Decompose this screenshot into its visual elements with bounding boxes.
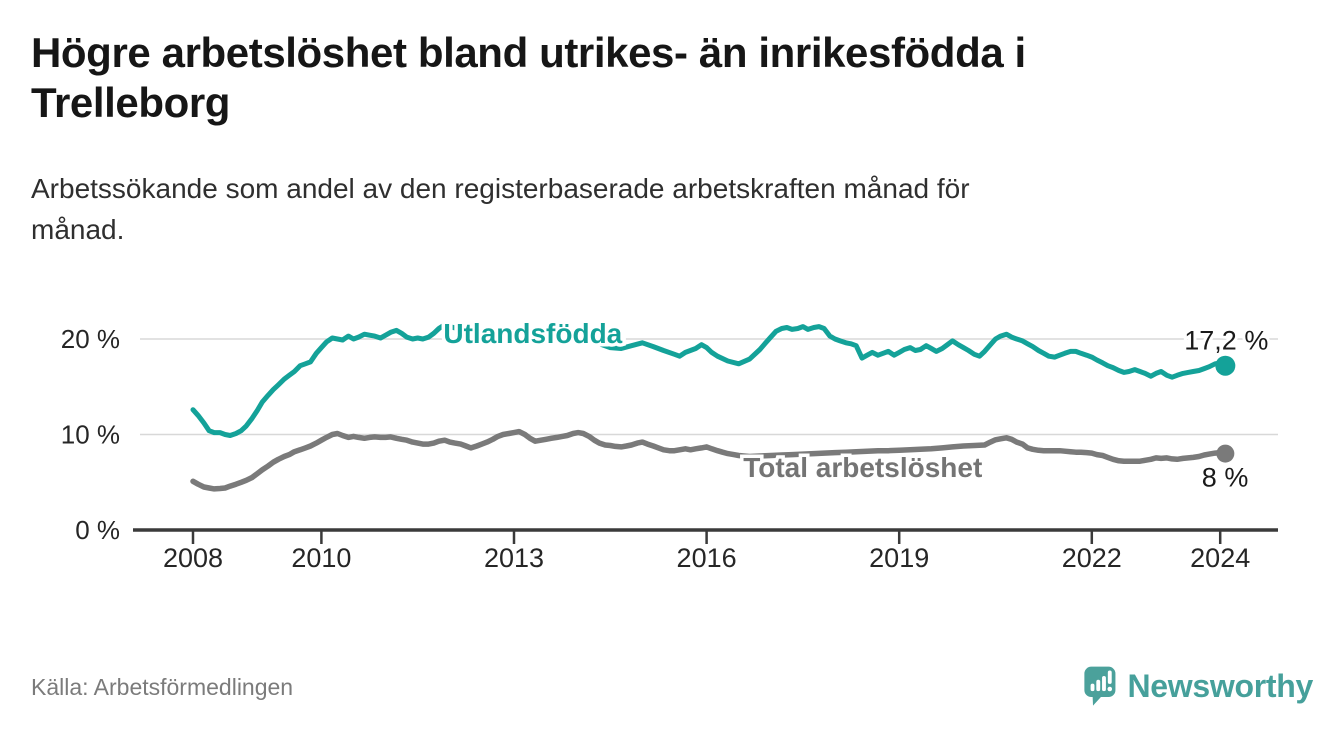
end-dot-utlandsfodda[interactable]	[1215, 355, 1236, 376]
chart-subtitle: Arbetssökande som andel av den registerb…	[31, 168, 1271, 250]
x-tick-label: 2022	[1062, 543, 1122, 573]
page-title: Högre arbetslöshet bland utrikes- än inr…	[31, 28, 1291, 128]
series-label-total: Total arbetslöshet	[743, 452, 982, 483]
newsworthy-logo-text: Newsworthy	[1127, 667, 1314, 704]
y-tick-label: 0 %	[75, 515, 120, 545]
x-tick-label: 2019	[869, 543, 929, 573]
series-label-utlandsfodda: Utlandsfödda	[443, 318, 622, 349]
end-label-total: 8 %	[1202, 463, 1249, 493]
x-tick-label: 2008	[163, 543, 223, 573]
series-line-total[interactable]	[190, 428, 1229, 492]
title-line-2: Trelleborg	[31, 79, 231, 126]
end-dot-total[interactable]	[1216, 444, 1235, 463]
newsworthy-logo[interactable]: Newsworthy	[1083, 655, 1313, 717]
y-tick-label: 10 %	[61, 420, 120, 450]
end-label-utlandsfodda: 17,2 %	[1184, 326, 1268, 356]
series-line-utlandsfodda[interactable]	[190, 322, 1228, 438]
newsworthy-logo-icon	[1084, 666, 1116, 706]
y-tick-label: 20 %	[61, 324, 120, 354]
subtitle-line-2: månad.	[31, 214, 125, 245]
x-tick-label: 2024	[1190, 543, 1250, 573]
source-note: Källa: Arbetsförmedlingen	[31, 674, 294, 700]
x-tick-label: 2016	[677, 543, 737, 573]
x-tick-label: 2013	[484, 543, 544, 573]
x-tick-label: 2010	[291, 543, 351, 573]
subtitle-line-1: Arbetssökande som andel av den registerb…	[31, 173, 970, 204]
title-line-1: Högre arbetslöshet bland utrikes- än inr…	[31, 29, 1026, 76]
